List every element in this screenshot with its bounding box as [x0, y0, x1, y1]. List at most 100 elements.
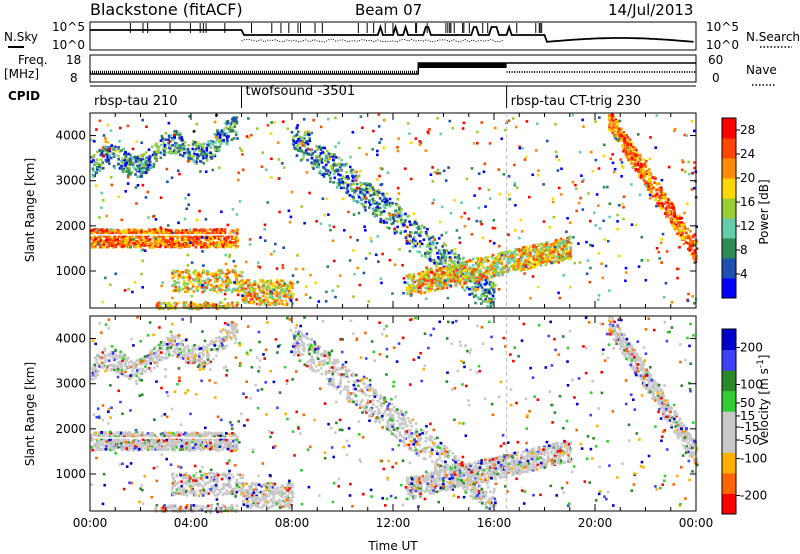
data-cell	[350, 172, 354, 176]
data-cell	[532, 244, 535, 247]
data-cell	[352, 213, 356, 216]
data-cell	[228, 278, 231, 282]
data-cell	[211, 287, 214, 290]
data-cell	[513, 181, 516, 185]
data-cell	[287, 287, 291, 291]
data-cell	[181, 276, 185, 280]
data-cell	[362, 271, 366, 275]
nave-trace-2	[418, 63, 507, 68]
data-cell	[143, 238, 147, 242]
data-cell	[194, 147, 198, 151]
data-cell	[240, 284, 243, 287]
data-cell	[660, 207, 663, 210]
data-cell	[197, 234, 201, 238]
data-cell	[94, 184, 98, 187]
data-cell	[171, 270, 174, 273]
data-cell	[137, 244, 140, 247]
data-cell	[660, 178, 664, 182]
data-cell	[497, 288, 501, 291]
data-cell	[676, 232, 679, 235]
data-cell	[498, 244, 501, 248]
data-cell	[218, 245, 222, 248]
data-cell	[188, 276, 192, 280]
data-cell	[183, 245, 187, 248]
data-cell	[233, 236, 236, 239]
data-cell	[198, 209, 201, 213]
data-cell	[105, 238, 108, 242]
data-cell	[308, 191, 311, 195]
data-cell	[100, 191, 103, 195]
data-cell	[301, 267, 305, 271]
data-cell	[328, 157, 332, 160]
data-cell	[432, 276, 436, 279]
data-cell	[417, 290, 420, 294]
data-cell	[468, 259, 472, 262]
data-cell	[447, 166, 450, 169]
data-cell	[400, 218, 403, 221]
data-cell	[163, 145, 167, 148]
data-cell	[503, 128, 507, 132]
data-cell	[98, 169, 101, 173]
data-cell	[471, 278, 475, 282]
power-colorbar-tick-label: 4	[740, 267, 748, 281]
data-cell	[449, 258, 453, 261]
data-cell	[220, 139, 223, 143]
data-cell	[226, 268, 229, 272]
data-cell	[167, 304, 171, 308]
data-cell	[195, 271, 199, 274]
data-cell	[160, 228, 163, 231]
data-cell	[655, 196, 659, 199]
data-cell	[453, 263, 456, 266]
data-cell	[489, 197, 492, 200]
data-cell	[644, 278, 648, 282]
data-cell	[628, 140, 632, 143]
data-cell	[213, 229, 217, 233]
data-cell	[276, 291, 280, 295]
data-cell	[134, 236, 138, 239]
data-cell	[543, 257, 547, 260]
data-cell	[165, 167, 169, 171]
data-cell	[344, 181, 347, 185]
data-cell	[290, 283, 294, 287]
data-cell	[269, 302, 272, 306]
data-cell	[177, 150, 181, 153]
data-cell	[247, 117, 250, 120]
data-cell	[391, 201, 394, 205]
data-cell	[276, 279, 279, 282]
data-cell	[156, 239, 160, 242]
data-cell	[546, 259, 550, 263]
data-cell	[662, 196, 666, 199]
data-cell	[198, 149, 201, 153]
data-cell	[310, 131, 314, 135]
data-cell	[225, 132, 229, 136]
data-cell	[201, 143, 204, 147]
data-cell	[405, 239, 409, 243]
data-cell	[212, 242, 216, 245]
data-cell	[634, 167, 638, 171]
data-cell	[317, 165, 321, 169]
data-cell	[439, 279, 443, 282]
data-cell	[157, 230, 160, 233]
data-cell	[138, 160, 142, 164]
data-cell	[140, 141, 143, 145]
data-cell	[664, 281, 668, 285]
data-cell	[263, 302, 267, 306]
data-cell	[364, 229, 367, 232]
data-cell	[163, 153, 166, 156]
data-cell	[128, 167, 131, 170]
data-cell	[461, 285, 464, 288]
data-cell	[209, 279, 212, 282]
power-colorbar-tick-label: 16	[740, 195, 755, 209]
data-cell	[379, 220, 382, 223]
data-cell	[221, 132, 224, 135]
data-cell	[216, 228, 219, 231]
data-cell	[581, 118, 584, 122]
data-cell	[646, 259, 650, 262]
data-cell	[592, 211, 596, 215]
data-cell	[308, 137, 311, 140]
data-cell	[686, 299, 690, 303]
data-cell	[291, 286, 294, 290]
data-cell	[117, 154, 120, 158]
data-cell	[655, 247, 659, 250]
data-cell	[346, 184, 350, 187]
